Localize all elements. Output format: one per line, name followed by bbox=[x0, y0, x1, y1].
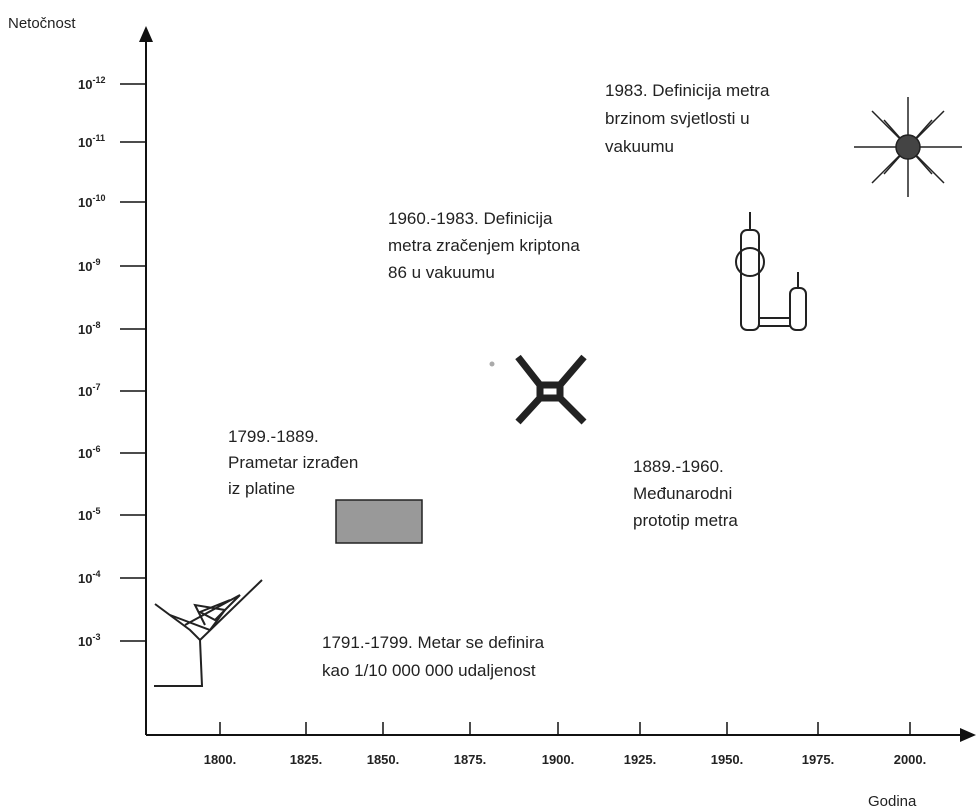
y-tick-label: 10-3 bbox=[78, 632, 100, 649]
tick-base: 10 bbox=[78, 508, 92, 523]
annotation-line: iz platine bbox=[228, 479, 295, 498]
annotation-line: 1889.-1960. bbox=[633, 457, 724, 476]
annotation-line: kao 1/10 000 000 udaljenost bbox=[322, 661, 536, 680]
y-tick-label: 10-10 bbox=[78, 193, 105, 210]
tick-exponent: -10 bbox=[92, 193, 105, 203]
tick-exponent: -5 bbox=[92, 506, 100, 516]
y-tick-label: 10-8 bbox=[78, 320, 100, 337]
annotation-line: vakuumu bbox=[605, 137, 674, 156]
annotation-line: Međunarodni bbox=[633, 484, 732, 503]
tick-exponent: -12 bbox=[92, 75, 105, 85]
tick-base: 10 bbox=[78, 77, 92, 92]
x-tick-label: 1975. bbox=[802, 752, 835, 767]
x-tick-label: 1800. bbox=[204, 752, 237, 767]
tick-exponent: -6 bbox=[92, 444, 100, 454]
annotation-line: brzinom svjetlosti u bbox=[605, 109, 750, 128]
x-tick-label: 1875. bbox=[454, 752, 487, 767]
annotation-line: Prametar izrađen bbox=[228, 453, 358, 472]
dot bbox=[490, 362, 495, 367]
tick-base: 10 bbox=[78, 322, 92, 337]
y-tick-label: 10-4 bbox=[78, 569, 100, 586]
x-tick-label: 1850. bbox=[367, 752, 400, 767]
tick-exponent: -4 bbox=[92, 569, 100, 579]
x-tick-label: 1950. bbox=[711, 752, 744, 767]
annotation-line: 1983. Definicija metra bbox=[605, 81, 770, 100]
x-arrow bbox=[960, 728, 976, 742]
annotation-line: prototip metra bbox=[633, 511, 738, 530]
diagram: Netočnost Godina 10-1210-1110-1010-910-8… bbox=[0, 0, 976, 812]
tick-base: 10 bbox=[78, 571, 92, 586]
platinum-bar-icon bbox=[336, 500, 422, 543]
y-tick-label: 10-11 bbox=[78, 133, 105, 150]
annotation-line: 86 u vakuumu bbox=[388, 263, 495, 282]
tick-base: 10 bbox=[78, 384, 92, 399]
prototype-icon bbox=[518, 357, 584, 422]
annotation-line: 1799.-1889. bbox=[228, 427, 319, 446]
y-tick-label: 10-9 bbox=[78, 257, 100, 274]
tick-exponent: -8 bbox=[92, 320, 100, 330]
y-tick-label: 10-12 bbox=[78, 75, 105, 92]
tick-base: 10 bbox=[78, 259, 92, 274]
tick-base: 10 bbox=[78, 634, 92, 649]
tick-exponent: -7 bbox=[92, 382, 100, 392]
x-tick-label: 2000. bbox=[894, 752, 927, 767]
annotation-line: metra zračenjem kriptona bbox=[388, 236, 580, 255]
y-tick-label: 10-6 bbox=[78, 444, 100, 461]
krypton-lamp-icon bbox=[736, 212, 806, 330]
x-tick-label: 1825. bbox=[290, 752, 323, 767]
x-tick-label: 1925. bbox=[624, 752, 657, 767]
tick-exponent: -11 bbox=[92, 133, 105, 143]
x-tick-label: 1900. bbox=[542, 752, 575, 767]
tick-exponent: -9 bbox=[92, 257, 100, 267]
tick-base: 10 bbox=[78, 195, 92, 210]
y-tick-label: 10-7 bbox=[78, 382, 100, 399]
annotation-line: 1960.-1983. Definicija bbox=[388, 209, 553, 228]
y-tick-label: 10-5 bbox=[78, 506, 100, 523]
scribble-icon bbox=[154, 580, 262, 686]
tick-base: 10 bbox=[78, 446, 92, 461]
tick-base: 10 bbox=[78, 135, 92, 150]
sun-icon bbox=[854, 97, 962, 197]
x-axis-label: Godina bbox=[868, 793, 917, 810]
annotation-line: 1791.-1799. Metar se definira bbox=[322, 633, 545, 652]
y-arrow bbox=[139, 26, 153, 42]
tick-exponent: -3 bbox=[92, 632, 100, 642]
y-axis-label: Netočnost bbox=[8, 15, 76, 32]
